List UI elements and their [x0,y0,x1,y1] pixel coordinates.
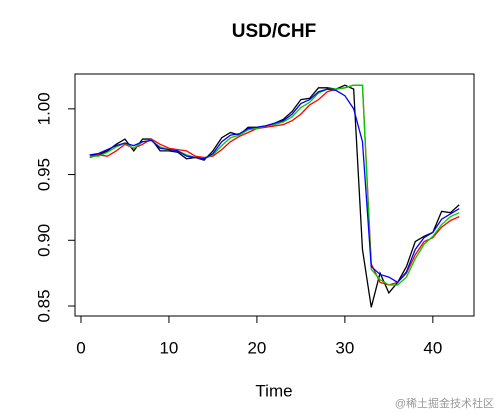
plot-box [74,73,475,317]
x-tick-label: 30 [335,338,354,357]
series-line [89,84,460,286]
series-line [89,88,460,284]
watermark: @稀土掘金技术社区 [395,396,494,410]
x-axis-label: Time [255,381,292,400]
x-tick-label: 20 [247,338,266,357]
y-tick-label: 0.90 [34,224,53,257]
x-tick-label: 0 [76,338,85,357]
y-tick-label: 0.95 [34,158,53,191]
chart-title: USD/CHF [232,21,316,42]
x-tick-label: 10 [159,338,178,357]
y-tick-label: 0.85 [34,289,53,322]
series-line [89,84,460,286]
y-tick-label: 1.00 [34,92,53,125]
x-tick-label: 40 [423,338,442,357]
